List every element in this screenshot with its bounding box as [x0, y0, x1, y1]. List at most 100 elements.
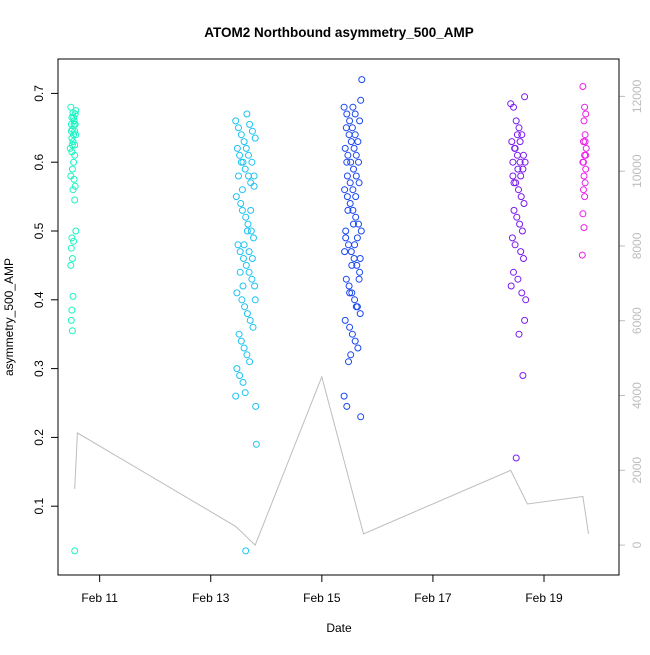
data-point	[70, 114, 78, 121]
y2-tick-label: 10000	[630, 154, 644, 188]
data-point	[68, 306, 76, 314]
data-point	[340, 103, 348, 111]
data-point	[510, 268, 517, 276]
data-point	[248, 255, 256, 262]
data-point	[245, 248, 253, 256]
y-axis-label: asymmetry_500_AMP	[2, 258, 16, 376]
data-point	[240, 344, 248, 352]
data-point	[520, 200, 528, 207]
data-point	[343, 402, 351, 410]
data-point	[582, 165, 590, 173]
x-tick-label: Feb 19	[525, 591, 563, 605]
data-point	[511, 144, 519, 152]
data-point	[232, 117, 240, 125]
data-point	[250, 172, 258, 180]
data-point	[343, 172, 351, 180]
data-point	[70, 131, 78, 139]
data-point	[346, 323, 354, 331]
data-point	[579, 83, 587, 90]
data-point	[582, 110, 590, 118]
data-point	[351, 241, 359, 249]
data-point	[70, 237, 78, 245]
right-y-axis: 0 2000 4000 6000 8000 10000 12000	[618, 79, 644, 548]
data-point	[72, 227, 80, 235]
data-point	[235, 124, 242, 132]
data-point	[69, 186, 77, 194]
data-point	[350, 220, 357, 228]
data-point	[347, 248, 355, 256]
data-point	[343, 110, 351, 118]
data-point	[519, 372, 527, 379]
data-point	[514, 165, 522, 173]
data-point	[518, 131, 526, 139]
data-point	[71, 151, 79, 159]
data-point	[237, 131, 245, 139]
data-point	[508, 138, 516, 146]
data-point	[352, 213, 360, 221]
data-point	[240, 255, 247, 262]
data-point	[579, 210, 587, 218]
data-point	[236, 248, 244, 256]
data-point	[342, 227, 350, 235]
data-point	[356, 268, 364, 276]
data-point	[70, 175, 78, 183]
data-point	[521, 158, 529, 166]
data-point	[580, 117, 588, 125]
data-point	[517, 172, 525, 180]
data-point	[242, 144, 250, 152]
data-point	[246, 120, 254, 128]
data-point	[349, 206, 357, 214]
data-point	[515, 330, 523, 338]
y-tick-label: 0.5	[32, 222, 46, 239]
data-point	[248, 275, 256, 283]
data-point	[251, 134, 259, 142]
data-point	[578, 251, 586, 259]
data-point	[353, 234, 361, 242]
data-point	[71, 120, 79, 128]
data-point	[67, 261, 75, 269]
data-point	[582, 144, 590, 152]
x-tick-label: Feb 11	[81, 591, 118, 605]
data-point	[521, 316, 529, 324]
data-point	[71, 127, 79, 135]
data-point	[245, 151, 252, 159]
data-point	[238, 186, 246, 194]
data-point	[248, 127, 256, 135]
data-point	[69, 138, 77, 146]
data-point	[348, 289, 356, 297]
data-point	[358, 76, 366, 84]
chart-title: ATOM2 Northbound asymmetry_500_AMP	[204, 25, 474, 40]
data-point	[243, 110, 251, 118]
data-point	[248, 158, 256, 166]
data-point	[240, 241, 248, 249]
data-point	[518, 289, 526, 297]
data-point	[239, 378, 247, 386]
data-point	[347, 158, 355, 166]
data-point	[243, 227, 251, 235]
data-point	[520, 151, 527, 159]
data-point	[67, 316, 75, 324]
data-point	[350, 144, 358, 152]
data-point	[68, 255, 76, 262]
data-point	[356, 117, 364, 125]
data-point	[237, 158, 245, 166]
data-point	[233, 144, 241, 152]
data-point	[347, 351, 355, 359]
data-point	[71, 196, 79, 204]
data-point	[345, 282, 353, 290]
data-point	[241, 165, 249, 173]
data-point	[510, 179, 518, 187]
data-point	[250, 234, 257, 242]
data-point	[355, 179, 363, 187]
data-point	[345, 131, 353, 139]
data-point	[517, 193, 525, 201]
data-point	[510, 103, 517, 111]
data-point	[522, 296, 530, 304]
data-point	[581, 131, 589, 139]
data-point	[246, 316, 254, 324]
data-point	[71, 547, 79, 555]
data-point	[233, 365, 241, 373]
data-point	[356, 255, 364, 262]
data-point	[242, 547, 250, 555]
